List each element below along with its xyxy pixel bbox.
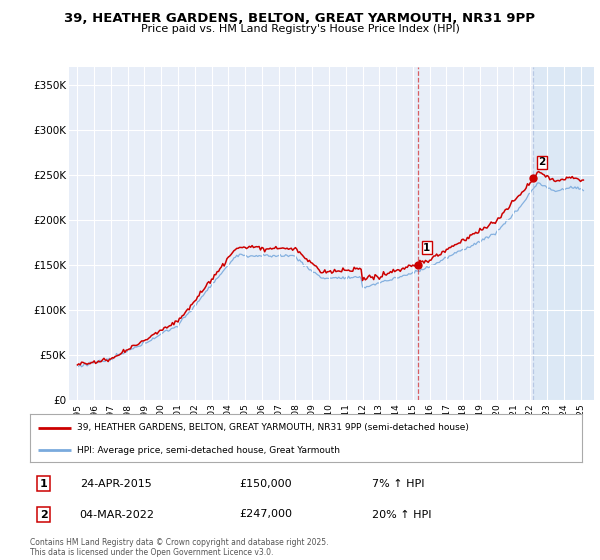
Text: 2: 2 (538, 157, 545, 167)
Text: 20% ↑ HPI: 20% ↑ HPI (372, 510, 432, 520)
Text: £150,000: £150,000 (240, 479, 292, 489)
Text: 7% ↑ HPI: 7% ↑ HPI (372, 479, 425, 489)
Bar (533, 67, 594, 400)
Text: Price paid vs. HM Land Registry's House Price Index (HPI): Price paid vs. HM Land Registry's House … (140, 24, 460, 34)
Text: 04-MAR-2022: 04-MAR-2022 (80, 510, 155, 520)
Text: Contains HM Land Registry data © Crown copyright and database right 2025.
This d: Contains HM Land Registry data © Crown c… (30, 538, 329, 557)
Text: 39, HEATHER GARDENS, BELTON, GREAT YARMOUTH, NR31 9PP (semi-detached house): 39, HEATHER GARDENS, BELTON, GREAT YARMO… (77, 423, 469, 432)
Text: 1: 1 (40, 479, 47, 489)
Text: 2: 2 (40, 510, 47, 520)
Text: 39, HEATHER GARDENS, BELTON, GREAT YARMOUTH, NR31 9PP: 39, HEATHER GARDENS, BELTON, GREAT YARMO… (65, 12, 536, 25)
Text: 24-APR-2015: 24-APR-2015 (80, 479, 151, 489)
Text: 1: 1 (423, 243, 430, 253)
Text: HPI: Average price, semi-detached house, Great Yarmouth: HPI: Average price, semi-detached house,… (77, 446, 340, 455)
Text: £247,000: £247,000 (240, 510, 293, 520)
